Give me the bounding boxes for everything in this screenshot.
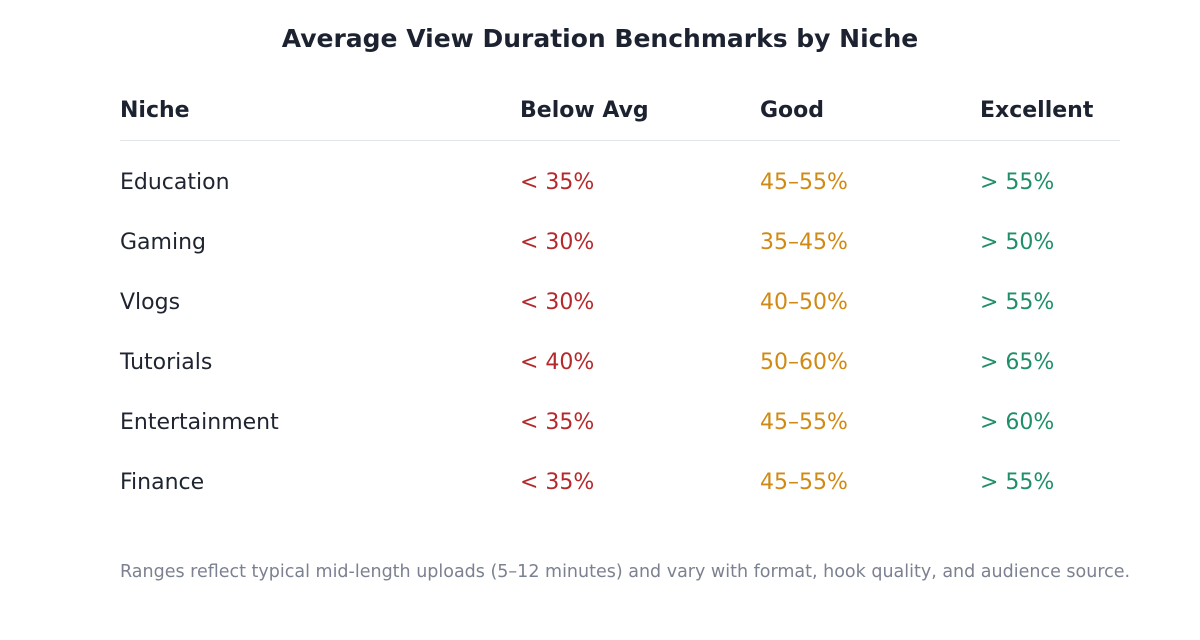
excellent-cell: > 55% — [980, 290, 1055, 315]
table-row: Vlogs < 30% 40–50% > 55% — [120, 261, 1120, 321]
excellent-cell: > 55% — [980, 170, 1055, 195]
below-avg-cell: < 30% — [520, 290, 595, 315]
good-cell: 45–55% — [760, 410, 848, 435]
niche-cell: Tutorials — [120, 350, 213, 375]
niche-cell: Gaming — [120, 230, 206, 255]
header-excellent: Excellent — [980, 98, 1094, 123]
table-row: Entertainment < 35% 45–55% > 60% — [120, 381, 1120, 441]
header-below-avg: Below Avg — [520, 98, 649, 123]
below-avg-cell: < 40% — [520, 350, 595, 375]
header-niche: Niche — [120, 98, 190, 123]
niche-cell: Finance — [120, 470, 205, 495]
below-avg-cell: < 35% — [520, 170, 595, 195]
good-cell: 40–50% — [760, 290, 848, 315]
below-avg-cell: < 30% — [520, 230, 595, 255]
chart-title: Average View Duration Benchmarks by Nich… — [281, 24, 919, 53]
excellent-cell: > 60% — [980, 410, 1055, 435]
good-cell: 45–55% — [760, 470, 848, 495]
good-cell: 45–55% — [760, 170, 848, 195]
excellent-cell: > 65% — [980, 350, 1055, 375]
table-header-row: Niche Below Avg Good Excellent — [120, 90, 1120, 141]
table-row: Gaming < 30% 35–45% > 50% — [120, 201, 1120, 261]
footnote: Ranges reflect typical mid-length upload… — [120, 562, 1131, 582]
excellent-cell: > 50% — [980, 230, 1055, 255]
table-row: Tutorials < 40% 50–60% > 65% — [120, 321, 1120, 381]
excellent-cell: > 55% — [980, 470, 1055, 495]
table-row: Finance < 35% 45–55% > 55% — [120, 441, 1120, 501]
header-good: Good — [760, 98, 825, 123]
niche-cell: Vlogs — [120, 290, 181, 315]
table-row: Education < 35% 45–55% > 55% — [120, 141, 1120, 201]
niche-cell: Education — [120, 170, 230, 195]
niche-cell: Entertainment — [120, 410, 279, 435]
benchmark-table: Niche Below Avg Good Excellent Education… — [120, 90, 1120, 501]
good-cell: 50–60% — [760, 350, 848, 375]
below-avg-cell: < 35% — [520, 410, 595, 435]
below-avg-cell: < 35% — [520, 470, 595, 495]
good-cell: 35–45% — [760, 230, 848, 255]
